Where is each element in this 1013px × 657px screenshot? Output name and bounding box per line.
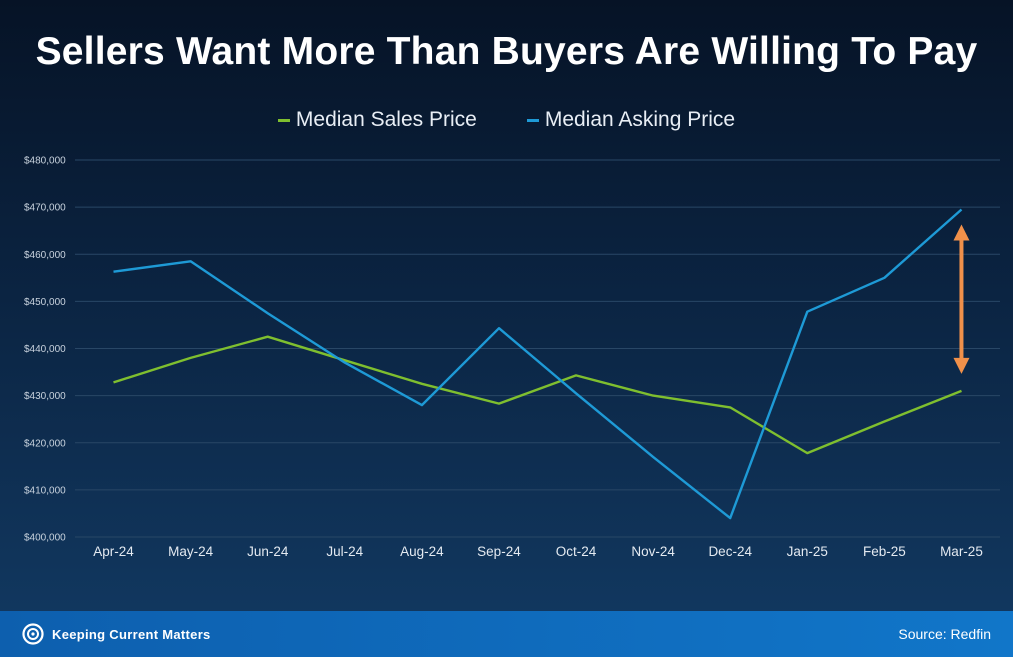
kcm-logo-icon bbox=[22, 623, 44, 645]
x-tick-label: Apr-24 bbox=[93, 544, 134, 559]
footer-bar: Keeping Current Matters Source: Redfin bbox=[0, 611, 1013, 657]
y-tick-label: $410,000 bbox=[24, 485, 66, 496]
legend-item-sales: Median Sales Price bbox=[277, 108, 477, 132]
gap-annotation bbox=[953, 224, 970, 374]
x-tick-label: May-24 bbox=[168, 544, 214, 559]
y-tick-label: $420,000 bbox=[24, 438, 66, 449]
brand-logo: Keeping Current Matters bbox=[22, 623, 211, 645]
x-tick-label: Nov-24 bbox=[631, 544, 675, 559]
y-tick-label: $430,000 bbox=[24, 391, 66, 402]
y-tick-label: $480,000 bbox=[24, 156, 66, 167]
legend-item-asking: Median Asking Price bbox=[526, 108, 736, 132]
x-axis-ticks: Apr-24 May-24 Jun-24 Jul-24 Aug-24 Sep-24 Oct-… bbox=[93, 544, 983, 559]
y-tick-label: $450,000 bbox=[24, 297, 66, 308]
x-tick-label: Mar-25 bbox=[940, 544, 983, 559]
source-note: Source: Redfin bbox=[898, 626, 991, 642]
series-line-asking bbox=[113, 208, 963, 520]
legend: Median Sales Price Median Asking Price bbox=[0, 108, 1013, 132]
gridlines bbox=[75, 159, 1000, 538]
gap-arrow-head-down bbox=[953, 357, 970, 374]
x-tick-label: Sep-24 bbox=[477, 544, 521, 559]
x-tick-label: Oct-24 bbox=[556, 544, 597, 559]
y-tick-label: $400,000 bbox=[24, 533, 66, 544]
y-tick-label: $460,000 bbox=[24, 250, 66, 261]
x-tick-label: Jun-24 bbox=[247, 544, 289, 559]
legend-label-asking: Median Asking Price bbox=[544, 108, 736, 131]
x-tick-label: Feb-25 bbox=[863, 544, 906, 559]
y-axis-ticks: $400,000 $410,000 $420,000 $430,000 $440,000… bbox=[24, 156, 66, 544]
legend-swatch-asking bbox=[526, 118, 539, 122]
series-line-sales bbox=[113, 335, 962, 455]
legend-swatch-sales bbox=[277, 118, 290, 122]
x-tick-label: Dec-24 bbox=[708, 544, 752, 559]
chart-title: Sellers Want More Than Buyers Are Willin… bbox=[35, 30, 978, 73]
x-tick-label: Jan-25 bbox=[787, 544, 828, 559]
legend-label-sales: Median Sales Price bbox=[295, 108, 477, 131]
y-tick-label: $440,000 bbox=[24, 344, 66, 355]
y-tick-label: $470,000 bbox=[24, 203, 66, 214]
x-tick-label: Jul-24 bbox=[326, 544, 363, 559]
brand-name: Keeping Current Matters bbox=[52, 626, 211, 642]
series-lines bbox=[113, 208, 963, 520]
x-tick-label: Aug-24 bbox=[400, 544, 444, 559]
line-chart: $400,000 $410,000 $420,000 $430,000 $440,000… bbox=[24, 156, 1000, 559]
gap-arrow-head-up bbox=[953, 224, 970, 241]
